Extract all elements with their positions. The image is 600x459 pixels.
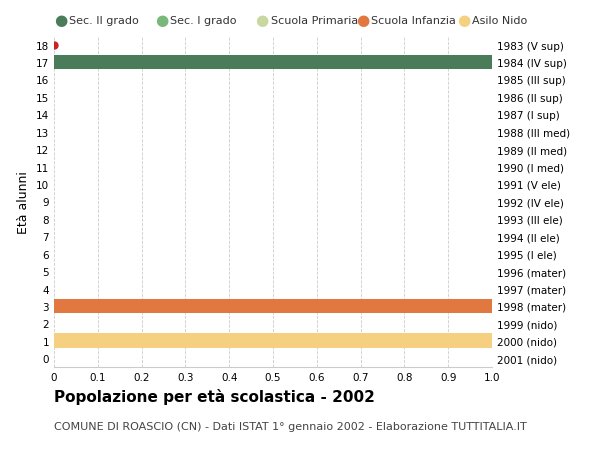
Bar: [54, 334, 492, 348]
Text: Asilo Nido: Asilo Nido: [472, 16, 527, 26]
Text: Sec. I grado: Sec. I grado: [170, 16, 236, 26]
Text: Scuola Primaria: Scuola Primaria: [271, 16, 358, 26]
Text: Sec. II grado: Sec. II grado: [69, 16, 139, 26]
Bar: [54, 56, 492, 70]
Text: ●: ●: [54, 13, 67, 28]
Bar: [54, 299, 492, 313]
Text: ●: ●: [356, 13, 370, 28]
Y-axis label: Età alunni: Età alunni: [17, 171, 31, 233]
Text: ●: ●: [457, 13, 470, 28]
Text: Scuola Infanzia: Scuola Infanzia: [371, 16, 456, 26]
Text: ●: ●: [155, 13, 168, 28]
Text: COMUNE DI ROASCIO (CN) - Dati ISTAT 1° gennaio 2002 - Elaborazione TUTTITALIA.IT: COMUNE DI ROASCIO (CN) - Dati ISTAT 1° g…: [54, 421, 527, 431]
Text: ●: ●: [256, 13, 269, 28]
Text: Popolazione per età scolastica - 2002: Popolazione per età scolastica - 2002: [54, 388, 375, 404]
